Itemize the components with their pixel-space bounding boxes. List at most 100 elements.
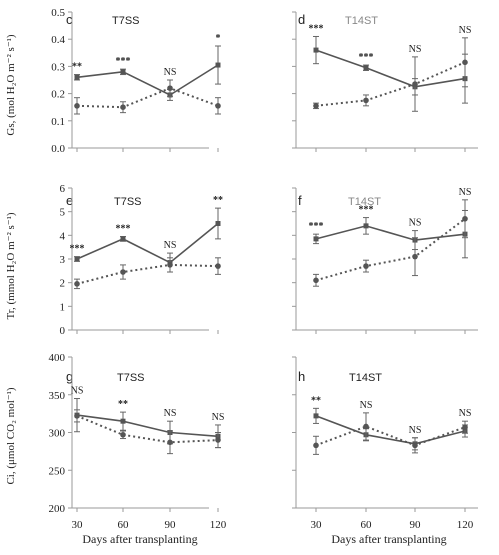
significance-label: NS [409, 218, 422, 229]
panel-d-letter: d [298, 12, 305, 27]
marker-circle [167, 439, 173, 446]
y-tick-label: 0.3 [51, 61, 65, 73]
y-tick-label: 250 [49, 465, 66, 477]
marker-circle [120, 104, 126, 110]
panel-d: d T14ST [298, 12, 378, 27]
y-tick-label: 5 [60, 207, 66, 219]
marker-square [120, 418, 126, 424]
x-tick-label: 30 [311, 519, 323, 531]
x-axis-label-left: Days after transplanting [82, 532, 197, 546]
marker-circle [215, 437, 221, 443]
y-tick-label: 200 [49, 503, 66, 515]
significance-label: NS [212, 412, 225, 423]
marker-circle [412, 442, 418, 449]
panel-h-title: T14ST [349, 372, 382, 384]
marker-circle [313, 103, 319, 109]
panel-c-letter: c [66, 12, 73, 27]
significance-label: NS [164, 408, 177, 419]
panel-g-letter: g [66, 369, 73, 384]
marker-circle [120, 269, 126, 275]
marker-circle [363, 263, 369, 269]
panel-f: f T14ST [298, 193, 381, 208]
significance-label: *** [359, 52, 374, 63]
y-tick-label: 1 [60, 301, 66, 313]
series-dotted-h [315, 425, 466, 447]
significance-label: *** [309, 23, 324, 34]
series-solid-g [76, 414, 219, 438]
marker-square [120, 236, 126, 242]
significance-label: ** [118, 399, 128, 410]
y-tick-label: 350 [49, 390, 66, 402]
y-tick-label: 300 [49, 428, 66, 440]
marker-square [363, 223, 369, 229]
significance-label: NS [71, 386, 84, 397]
y-tick-label: 2 [60, 278, 66, 290]
series-solid-c [76, 64, 219, 96]
series-solid-h [315, 415, 466, 445]
marker-circle [462, 215, 468, 222]
marker-circle [412, 81, 418, 87]
panel-f-letter: f [298, 193, 302, 208]
significance-label: *** [116, 56, 131, 67]
panel-h-letter: h [298, 369, 305, 384]
marker-square [74, 74, 80, 80]
significance-label: NS [164, 67, 177, 78]
panel-e: e T7SS [66, 193, 142, 208]
marker-square [363, 65, 369, 71]
marker-square [313, 236, 319, 242]
plot-h: 30 60 90 120 ** NS NS NS [292, 356, 478, 531]
significance-label: ** [213, 195, 223, 206]
panel-e-letter: e [66, 193, 73, 208]
significance-label: *** [309, 221, 324, 232]
y-tick-label: 0.2 [51, 89, 65, 101]
y-tick-label: 400 [49, 352, 66, 364]
panel-c-title: T7SS [112, 15, 140, 27]
series-dotted-c [76, 87, 219, 109]
marker-square [313, 47, 319, 53]
x-tick-label: 60 [361, 519, 373, 531]
x-tick-label: 30 [72, 519, 84, 531]
marker-square [215, 221, 221, 226]
significance-label: ** [311, 395, 321, 406]
plot-f: *** *** NS NS [292, 187, 478, 334]
marker-circle [74, 413, 80, 419]
marker-square [313, 413, 319, 419]
y-tick-label: 0 [60, 325, 66, 337]
row-1-ylabel: Gs, (mol H₂O m⁻² s⁻¹) [5, 34, 17, 136]
plot-d: *** *** NS NS [292, 11, 478, 152]
row-3-ylabel: Ci, (μmol CO₂ mol⁻¹) [5, 387, 17, 484]
marker-circle [363, 97, 369, 104]
marker-circle [462, 424, 468, 431]
marker-square [74, 256, 80, 262]
marker-circle [313, 277, 319, 284]
x-tick-label: 120 [210, 519, 227, 531]
panel-g-title: T7SS [117, 372, 145, 384]
y-tick-label: 6 [60, 183, 66, 195]
significance-label: NS [164, 240, 177, 251]
marker-circle [74, 103, 80, 109]
y-tick-label: 0.5 [51, 7, 65, 19]
x-tick-label: 60 [118, 519, 130, 531]
significance-label: *** [359, 205, 374, 216]
plot-g: 200 250 300 350 400 30 60 90 120 NS ** NS NS [49, 352, 227, 531]
marker-circle [74, 281, 80, 287]
marker-circle [313, 442, 319, 449]
marker-circle [215, 103, 221, 109]
y-tick-label: 0.4 [51, 34, 65, 46]
marker-circle [215, 263, 221, 269]
series-dotted-d [315, 61, 466, 107]
marker-square [215, 62, 221, 68]
marker-circle [120, 431, 126, 438]
marker-square [120, 69, 126, 75]
series-dotted-f [315, 218, 466, 282]
marker-circle [462, 59, 468, 66]
panel-e-title: T7SS [114, 196, 142, 208]
x-tick-label: 90 [165, 519, 177, 531]
panel-d-title: T14ST [345, 15, 378, 27]
series-dotted-g [76, 414, 219, 444]
series-dotted-e [76, 263, 219, 285]
significance-label: ** [72, 62, 82, 73]
row-2-ylabel: Tr, (mmol H₂O m⁻² s⁻¹) [5, 212, 17, 319]
